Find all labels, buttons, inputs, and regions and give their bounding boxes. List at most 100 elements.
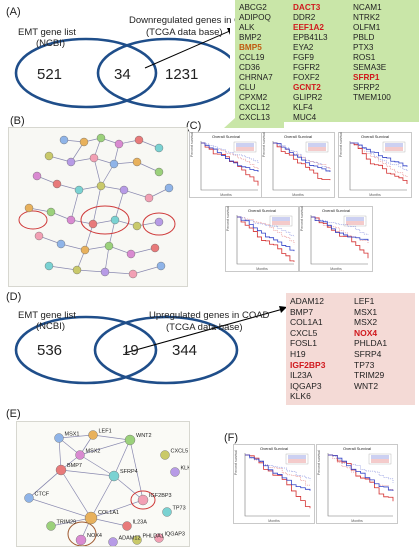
km-survival-curve (201, 142, 259, 172)
km-y-label: Percent survival (234, 449, 238, 475)
network-edge (28, 497, 92, 519)
gene-name: CXCL13 (239, 113, 270, 122)
km-axes (200, 141, 258, 191)
network-node (170, 467, 180, 477)
km-survival-curve (273, 142, 331, 181)
network-node (96, 133, 106, 143)
network-edge (90, 499, 144, 519)
network-node (154, 533, 164, 543)
gene-name: SEMA3E (353, 63, 387, 72)
network-edge (90, 475, 115, 519)
venn-d-right-count: 344 (172, 342, 198, 359)
gene-name: WNT2 (354, 380, 379, 391)
network-b-graph (18, 133, 176, 279)
km-axes (272, 141, 330, 191)
network-node-label: IGF2BP3 (149, 493, 172, 499)
network-node (154, 143, 164, 153)
network-node (114, 139, 124, 149)
venn-d-right-subtitle: (TCGA data base) (166, 322, 243, 333)
km-survival-curve (237, 216, 295, 237)
network-node-label: LEF1 (99, 429, 112, 435)
gene-name: EEF1A2 (293, 23, 324, 32)
network-node (75, 534, 87, 546)
network-node-label: BMP7 (67, 463, 82, 469)
km-x-label: Months (256, 267, 268, 271)
km-legend (343, 215, 367, 227)
gene-name: NTRK2 (353, 13, 380, 22)
venn-d-overlap-count: 19 (122, 342, 139, 359)
venn-d-left-circle (14, 315, 158, 385)
network-node (119, 185, 129, 195)
km-survival-curve (311, 216, 369, 235)
km-survival-plot: Overall Survival Months Percent survival (338, 132, 412, 198)
network-edge (58, 437, 62, 471)
gene-name: DACT3 (293, 3, 321, 12)
network-node (100, 267, 110, 277)
gene-list-d-col-2: LEF1 MSX1 MSX2 NOX4 PHLDA1 SFRP4 TP73 TRIM29 WNT… (354, 296, 387, 391)
km-axes (327, 453, 393, 517)
venn-a-right-circle (96, 37, 230, 109)
km-survival-curve (245, 454, 311, 509)
venn-d-right-title: Upregulated genes in COAD (149, 310, 270, 321)
gene-name: CXCL5 (290, 327, 318, 338)
network-node-label: TRIM29 (57, 520, 77, 526)
gene-name: OLFM1 (353, 23, 381, 32)
network-node (66, 157, 76, 167)
gene-name: H19 (290, 348, 306, 359)
km-title: Overall Survival (211, 134, 240, 139)
km-survival-plot: Overall Survival Months Percent survival (233, 444, 315, 524)
km-survival-curve (237, 216, 295, 245)
venn-d-arrowhead (279, 306, 287, 313)
gene-name: IGF2BP3 (290, 359, 326, 370)
gene-name: IQGAP3 (290, 380, 322, 391)
gene-name: TP73 (354, 359, 375, 370)
gene-list-a-col-2: DACT3 DDR2 EEF1A2 EPB41L3 EYA2 FGF9 FGFR2 FOXF2… (293, 3, 328, 123)
gene-name: KLK6 (290, 391, 311, 402)
network-node (79, 137, 89, 147)
km-y-label: Percent survival (317, 449, 321, 475)
network-node (44, 151, 54, 161)
gene-name: PBLD (353, 33, 375, 42)
km-survival-curve (328, 454, 394, 483)
panel-label-d: (D) (6, 291, 22, 303)
network-node (110, 215, 120, 225)
network-edge (93, 157, 102, 187)
network-node (109, 159, 119, 169)
venn-a-left-count: 521 (37, 66, 63, 83)
gene-name: MSX1 (354, 306, 378, 317)
km-x-label: Months (292, 193, 304, 197)
gene-name: FOXF2 (293, 73, 320, 82)
km-y-label: Percent survival (226, 206, 230, 232)
network-edge (50, 517, 92, 527)
km-x-label: Months (351, 519, 363, 523)
network-node (126, 249, 136, 259)
km-survival-curve (328, 454, 394, 502)
venn-a-right-title: Downregulated genes in COAD (129, 15, 262, 26)
network-node (55, 464, 67, 476)
gene-name: CD36 (239, 63, 260, 72)
network-node (156, 261, 166, 271)
network-edge (48, 265, 78, 271)
network-node-label: IL23A (133, 520, 148, 526)
gene-name: ABCG2 (239, 3, 267, 12)
network-edge (100, 163, 115, 187)
gene-name: CLU (239, 83, 256, 92)
network-b (8, 127, 188, 287)
network-node (88, 219, 98, 229)
venn-a-arrow (144, 30, 230, 69)
km-axes (349, 141, 407, 191)
km-legend (305, 141, 329, 153)
km-title: Overall Survival (342, 446, 371, 451)
network-node (96, 181, 106, 191)
km-x-label: Months (369, 193, 381, 197)
km-legend (368, 453, 392, 465)
network-edge (28, 469, 62, 499)
km-y-label: Percent survival (300, 206, 304, 232)
venn-diagram-a (14, 28, 230, 109)
gene-list-a-col-1: ABCG2 ADIPOQ ALK BMP2 BMP5 CCL19 CD36 CHRNA7 CLU… (239, 3, 273, 123)
network-node-label: MSX1 (65, 432, 80, 438)
network-node (160, 450, 170, 460)
gene-name: ADAM12 (290, 296, 325, 306)
network-node (132, 221, 142, 231)
network-node (88, 430, 98, 440)
